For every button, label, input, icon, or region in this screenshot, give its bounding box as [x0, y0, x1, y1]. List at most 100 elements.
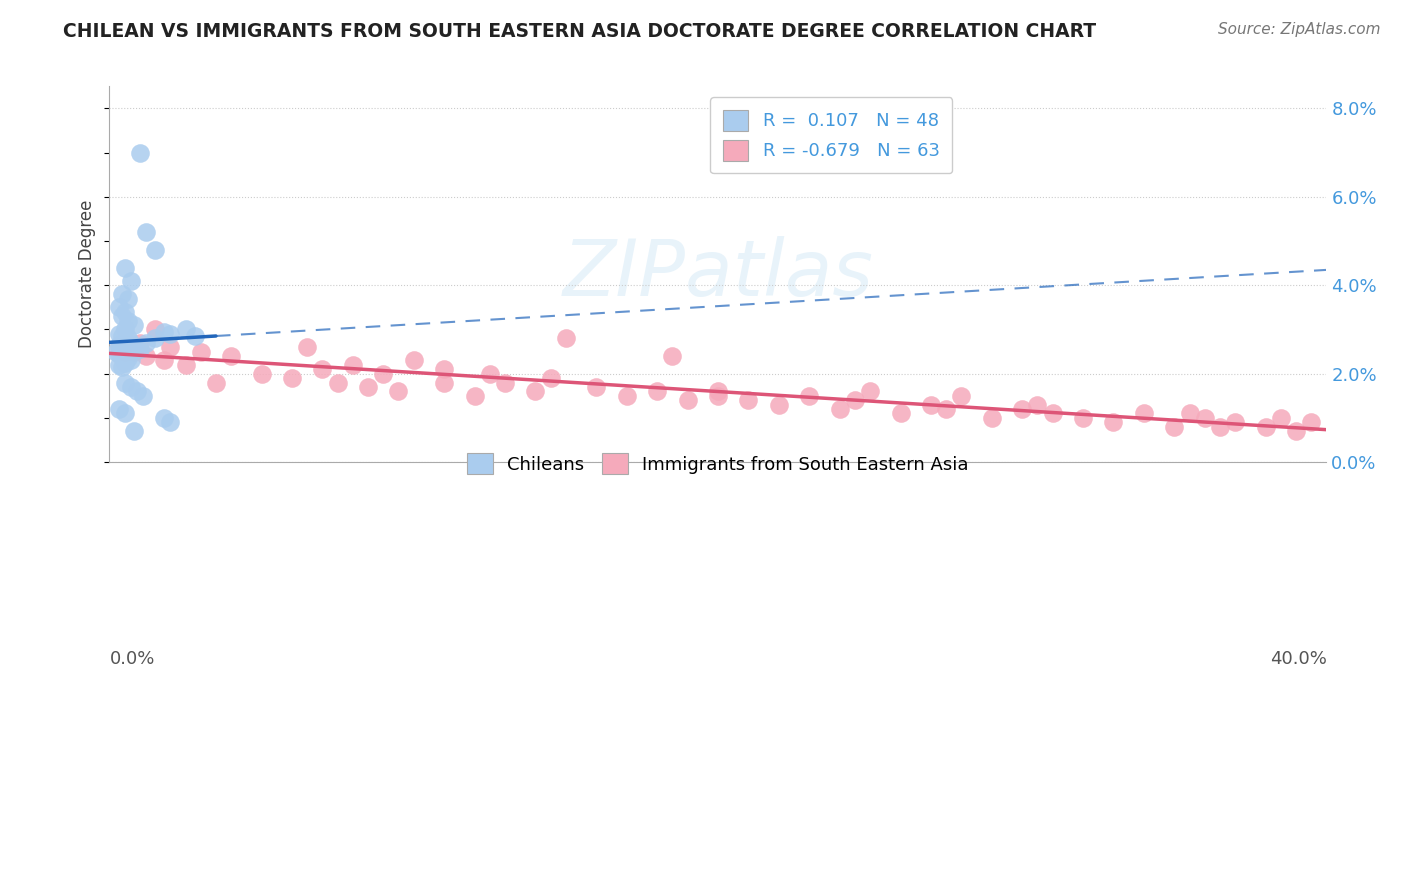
Point [114, 376, 136, 390]
Point [357, 380, 380, 394]
Point [104, 344, 127, 359]
Point [132, 389, 155, 403]
Point [935, 402, 957, 417]
Point [107, 340, 129, 354]
Point [799, 389, 821, 403]
Point [190, 344, 212, 359]
Point [387, 384, 409, 399]
Point [122, 318, 145, 332]
Point [1026, 398, 1049, 412]
Point [135, 349, 157, 363]
Point [128, 343, 150, 357]
Point [464, 389, 486, 403]
Point [153, 353, 176, 368]
Point [554, 331, 576, 345]
Point [128, 335, 150, 350]
Point [117, 313, 139, 327]
Point [135, 335, 157, 350]
Point [707, 389, 730, 403]
Point [1209, 419, 1232, 434]
Point [111, 309, 134, 323]
Point [1254, 419, 1277, 434]
Point [114, 349, 136, 363]
Point [159, 340, 181, 354]
Point [1225, 415, 1247, 429]
Point [828, 402, 851, 417]
Legend: Chileans, Immigrants from South Eastern Asia: Chileans, Immigrants from South Eastern … [460, 446, 976, 481]
Point [120, 353, 142, 368]
Point [478, 367, 501, 381]
Point [143, 331, 166, 345]
Text: ZIPatlas: ZIPatlas [562, 236, 873, 312]
Point [616, 389, 638, 403]
Point [114, 260, 136, 275]
Point [676, 393, 699, 408]
Point [433, 362, 456, 376]
Point [844, 393, 866, 408]
Point [114, 305, 136, 319]
Point [183, 329, 205, 343]
Point [117, 344, 139, 359]
Point [889, 406, 911, 420]
Point [107, 358, 129, 372]
Point [1133, 406, 1156, 420]
Point [114, 322, 136, 336]
Point [205, 376, 228, 390]
Point [250, 367, 273, 381]
Point [120, 380, 142, 394]
Text: CHILEAN VS IMMIGRANTS FROM SOUTH EASTERN ASIA DOCTORATE DEGREE CORRELATION CHART: CHILEAN VS IMMIGRANTS FROM SOUTH EASTERN… [63, 22, 1097, 41]
Point [117, 351, 139, 366]
Point [111, 350, 134, 364]
Point [311, 362, 333, 376]
Point [950, 389, 973, 403]
Y-axis label: Doctorate Degree: Doctorate Degree [79, 200, 96, 349]
Point [107, 347, 129, 361]
Point [1071, 410, 1094, 425]
Point [661, 349, 683, 363]
Point [111, 287, 134, 301]
Point [524, 384, 547, 399]
Point [128, 145, 150, 160]
Point [1011, 402, 1033, 417]
Point [707, 384, 730, 399]
Point [114, 356, 136, 370]
Point [219, 349, 242, 363]
Point [1270, 410, 1292, 425]
Point [540, 371, 562, 385]
Point [135, 225, 157, 239]
Point [159, 415, 181, 429]
Point [143, 243, 166, 257]
Point [107, 402, 129, 417]
Point [120, 335, 142, 350]
Point [1194, 410, 1216, 425]
Point [281, 371, 304, 385]
Point [107, 338, 129, 352]
Point [111, 359, 134, 374]
Point [114, 343, 136, 357]
Point [585, 380, 607, 394]
Point [1178, 406, 1201, 420]
Point [737, 393, 759, 408]
Point [122, 424, 145, 438]
Point [373, 367, 395, 381]
Point [326, 376, 349, 390]
Point [174, 322, 197, 336]
Point [1102, 415, 1125, 429]
Point [920, 398, 942, 412]
Point [980, 410, 1002, 425]
Point [114, 344, 136, 359]
Point [122, 340, 145, 354]
Text: 40.0%: 40.0% [1270, 650, 1326, 668]
Point [159, 326, 181, 341]
Point [859, 384, 882, 399]
Point [1163, 419, 1185, 434]
Point [1301, 415, 1323, 429]
Point [433, 376, 456, 390]
Point [153, 325, 176, 339]
Point [645, 384, 668, 399]
Point [111, 340, 134, 354]
Point [174, 358, 197, 372]
Point [143, 322, 166, 336]
Point [153, 410, 176, 425]
Point [117, 292, 139, 306]
